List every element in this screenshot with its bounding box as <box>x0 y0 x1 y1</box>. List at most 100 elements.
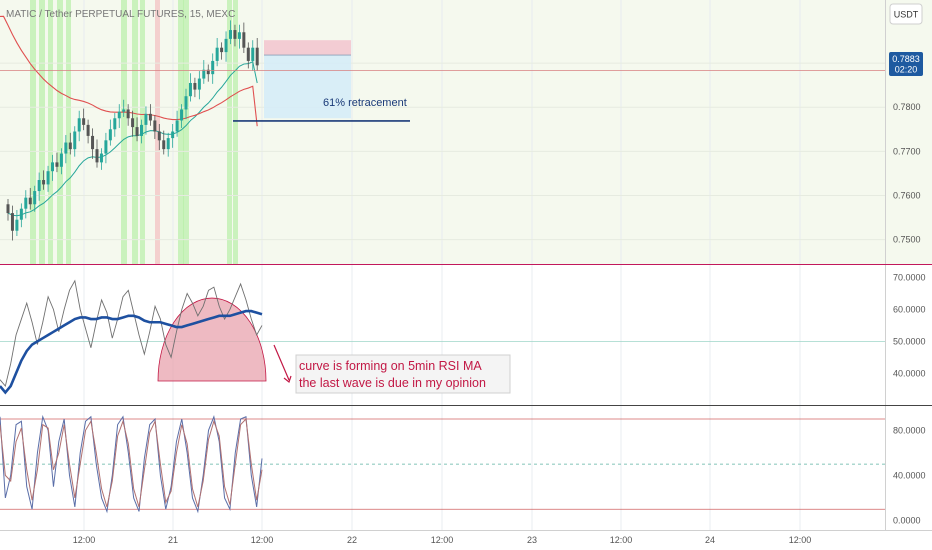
candle-down <box>55 162 59 167</box>
green-band <box>233 0 238 264</box>
note-callout[interactable]: curve is forming on 5min RSI MA the last… <box>295 354 511 394</box>
green-band <box>227 0 232 264</box>
candle-up <box>19 208 23 220</box>
candle-up <box>197 78 201 90</box>
y-tick-label: 0.7600 <box>893 190 921 200</box>
rsi-indicator <box>0 279 885 395</box>
green-band <box>66 0 71 264</box>
candle-down <box>193 82 197 90</box>
candle-up <box>215 47 219 61</box>
candle-up <box>180 109 184 121</box>
candle-up <box>37 180 41 192</box>
candle-up <box>237 32 241 39</box>
stoch-k-line <box>0 414 263 514</box>
x-tick-label: 21 <box>168 535 178 545</box>
candle-up <box>46 171 50 185</box>
green-band <box>132 0 138 264</box>
candle-down <box>242 32 246 48</box>
stoch-d-line <box>0 417 263 508</box>
currency-button[interactable]: USDT <box>889 3 923 25</box>
last-price-tag: 0.7883 02:20 <box>889 52 923 76</box>
position-target-zone <box>264 55 351 119</box>
candle-up <box>229 30 232 39</box>
candle-down <box>255 47 259 66</box>
candle-down <box>68 142 72 150</box>
candle-down <box>157 131 161 141</box>
note-line-1: curve is forming on 5min RSI MA <box>299 359 482 373</box>
candle-down <box>135 127 139 136</box>
y-tick-label: 0.7500 <box>893 235 921 245</box>
red-band <box>155 0 160 264</box>
candle-down <box>42 180 46 185</box>
green-band <box>48 0 53 264</box>
x-tick-label: 12:00 <box>251 535 274 545</box>
rsi-tick-label: 40.0000 <box>893 368 926 378</box>
rsi-line <box>0 279 263 388</box>
candle-down <box>95 149 99 163</box>
x-tick-label: 12:00 <box>610 535 633 545</box>
x-tick-label: 12:00 <box>73 535 96 545</box>
stoch-tick-label: 40.0000 <box>893 470 926 480</box>
candle-up <box>144 113 148 125</box>
note-line-2: the last wave is due in my opinion <box>299 376 486 390</box>
candle-up <box>202 69 206 79</box>
rsi-tick-label: 70.0000 <box>893 273 926 283</box>
candle-up <box>117 111 121 119</box>
candle-up <box>15 219 19 231</box>
candle-up <box>188 82 192 97</box>
candle-down <box>246 47 250 61</box>
candle-down <box>86 124 90 136</box>
price-countdown: 02:20 <box>895 65 918 75</box>
stoch-tick-label: 0.0000 <box>893 515 921 525</box>
y-tick-label: 0.7800 <box>893 102 921 112</box>
candle-up <box>24 197 28 209</box>
stoch-tick-label: 80.0000 <box>893 425 926 435</box>
candle-down <box>233 30 237 39</box>
candle-up <box>104 140 108 154</box>
candle-up <box>184 96 188 110</box>
candle-up <box>113 118 117 130</box>
candle-up <box>175 120 179 132</box>
candles <box>6 20 259 241</box>
candle-down <box>82 118 86 125</box>
x-tick-label: 23 <box>527 535 537 545</box>
candle-down <box>28 197 32 205</box>
x-tick-label: 12:00 <box>431 535 454 545</box>
candle-down <box>148 113 152 121</box>
currency-button-label: USDT <box>894 10 919 20</box>
rsi-curve-highlight <box>157 297 267 382</box>
candle-up <box>51 162 54 172</box>
candle-up <box>251 47 255 61</box>
candle-up <box>77 118 81 132</box>
retracement-label: 61% retracement <box>323 97 407 109</box>
note-box <box>295 354 511 394</box>
candle-down <box>10 213 14 231</box>
y-tick-label: 0.7700 <box>893 146 921 156</box>
green-band <box>183 0 189 264</box>
rsi-tick-label: 50.0000 <box>893 336 926 346</box>
candle-up <box>211 60 215 75</box>
candle-up <box>99 153 103 163</box>
candle-down <box>6 204 10 214</box>
candle-up <box>108 129 112 141</box>
x-tick-label: 24 <box>705 535 715 545</box>
note-arrow <box>273 344 292 384</box>
position-tool[interactable] <box>0 40 885 122</box>
candle-down <box>131 118 135 128</box>
green-band <box>39 0 45 264</box>
candle-down <box>206 69 210 75</box>
candle-down <box>162 140 166 150</box>
candle-up <box>64 142 68 154</box>
candle-down <box>220 47 224 53</box>
last-price-value: 0.7883 <box>892 54 920 64</box>
candle-up <box>122 109 126 112</box>
candle-up <box>166 138 170 150</box>
candle-down <box>153 120 157 132</box>
candle-down <box>126 109 130 119</box>
candle-down <box>91 135 95 150</box>
position-stop-zone <box>264 40 351 56</box>
green-band <box>57 0 63 264</box>
green-band <box>178 0 184 264</box>
stochastic-indicator <box>0 414 885 514</box>
